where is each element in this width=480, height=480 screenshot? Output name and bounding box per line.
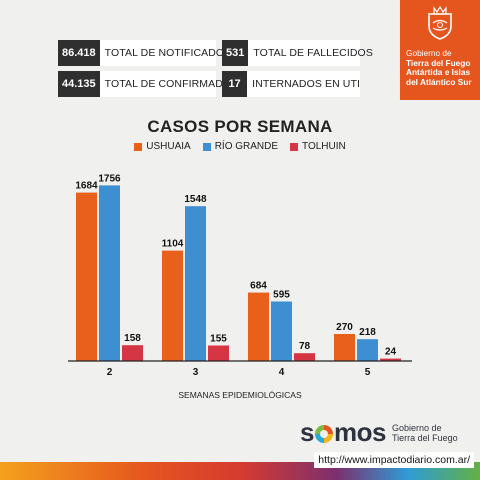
data-label: 1548 bbox=[184, 194, 207, 205]
logo-o-icon bbox=[314, 425, 333, 443]
bar-ushuaia-4 bbox=[248, 292, 269, 361]
legend-swatch bbox=[290, 142, 299, 151]
stat-fallecidos: 531 TOTAL DE FALLECIDOS bbox=[222, 40, 373, 66]
logo-subtitle: Gobierno de Tierra del Fuego bbox=[392, 423, 458, 443]
bar-r-o-grande-5 bbox=[357, 339, 378, 361]
stat-value: 44.135 bbox=[58, 71, 100, 97]
source-url: http://www.impactodiario.com.ar/ bbox=[314, 452, 474, 468]
somos-logo: s mos Gobierno de Tierra del Fuego bbox=[300, 417, 458, 448]
legend-swatch bbox=[134, 142, 143, 151]
chart-title: CASOS POR SEMANA bbox=[147, 117, 333, 136]
legend-label: RÍO GRANDE bbox=[214, 141, 279, 152]
logo-brand-start: s bbox=[300, 417, 314, 447]
legend-label: TOLHUIN bbox=[302, 141, 346, 152]
legend-item-rio-grande: RÍO GRANDE bbox=[202, 141, 279, 152]
government-line: Gobierno de bbox=[406, 48, 452, 58]
stat-label: TOTAL DE FALLECIDOS bbox=[253, 47, 373, 59]
bar-r-o-grande-4 bbox=[271, 301, 292, 361]
data-label: 78 bbox=[299, 341, 311, 352]
data-label: 1756 bbox=[98, 173, 121, 184]
stat-label: TOTAL DE CONFIRMADOS bbox=[104, 78, 239, 90]
x-axis-label: SEMANAS EPIDEMIOLÓGICAS bbox=[178, 390, 302, 400]
x-tick-label: 4 bbox=[279, 367, 285, 378]
stat-uti: 17 INTERNADOS EN UTI bbox=[222, 71, 360, 97]
x-tick-label: 3 bbox=[193, 367, 199, 378]
bar-tolhuin-2 bbox=[122, 345, 143, 361]
x-tick-label: 5 bbox=[365, 367, 371, 378]
stat-label: TOTAL DE NOTIFICADOS bbox=[104, 47, 232, 59]
coat-of-arms-icon bbox=[428, 6, 452, 40]
data-label: 155 bbox=[210, 334, 227, 345]
bar-ushuaia-3 bbox=[162, 250, 183, 361]
chart-legend: USHUAIA RÍO GRANDE TOLHUIN bbox=[0, 141, 480, 152]
bar-ushuaia-5 bbox=[334, 334, 355, 361]
bar-tolhuin-4 bbox=[294, 353, 315, 361]
government-line: del Atlántico Sur bbox=[406, 76, 472, 87]
bar-r-o-grande-3 bbox=[185, 206, 206, 361]
logo-brand-end: mos bbox=[333, 417, 386, 447]
bar-tolhuin-3 bbox=[208, 345, 229, 361]
bar-tolhuin-5 bbox=[380, 358, 401, 361]
bar-r-o-grande-2 bbox=[99, 185, 120, 361]
stat-confirmados: 44.135 TOTAL DE CONFIRMADOS bbox=[58, 71, 238, 97]
data-label: 24 bbox=[385, 347, 397, 358]
data-label: 1684 bbox=[75, 181, 98, 192]
bar-ushuaia-2 bbox=[76, 192, 97, 361]
data-label: 595 bbox=[273, 290, 290, 301]
stat-value: 531 bbox=[222, 40, 249, 66]
legend-label: USHUAIA bbox=[146, 141, 191, 152]
data-label: 684 bbox=[250, 281, 267, 292]
government-line: Antártida e Islas bbox=[406, 67, 471, 77]
legend-swatch bbox=[202, 142, 211, 151]
data-label: 218 bbox=[359, 327, 376, 338]
government-badge: Gobierno de Tierra del Fuego Antártida e… bbox=[400, 0, 480, 100]
legend-item-tolhuin: TOLHUIN bbox=[290, 141, 346, 152]
stat-notificados: 86.418 TOTAL DE NOTIFICADOS bbox=[58, 40, 231, 66]
stat-label: INTERNADOS EN UTI bbox=[252, 78, 360, 90]
government-name: Gobierno de Tierra del Fuego Antártida e… bbox=[406, 48, 480, 87]
data-label: 158 bbox=[124, 333, 141, 344]
logo-brand: s mos bbox=[300, 417, 386, 448]
stat-value: 86.418 bbox=[58, 40, 100, 66]
government-line: Tierra del Fuego bbox=[406, 57, 471, 68]
data-label: 1104 bbox=[162, 239, 184, 250]
x-tick-label: 2 bbox=[107, 367, 113, 378]
logo-subtitle-line: Tierra del Fuego bbox=[391, 432, 458, 443]
stat-value: 17 bbox=[222, 71, 248, 97]
data-label: 270 bbox=[336, 322, 353, 333]
logo-subtitle-line: Gobierno de bbox=[391, 422, 442, 433]
legend-item-ushuaia: USHUAIA bbox=[134, 141, 191, 152]
